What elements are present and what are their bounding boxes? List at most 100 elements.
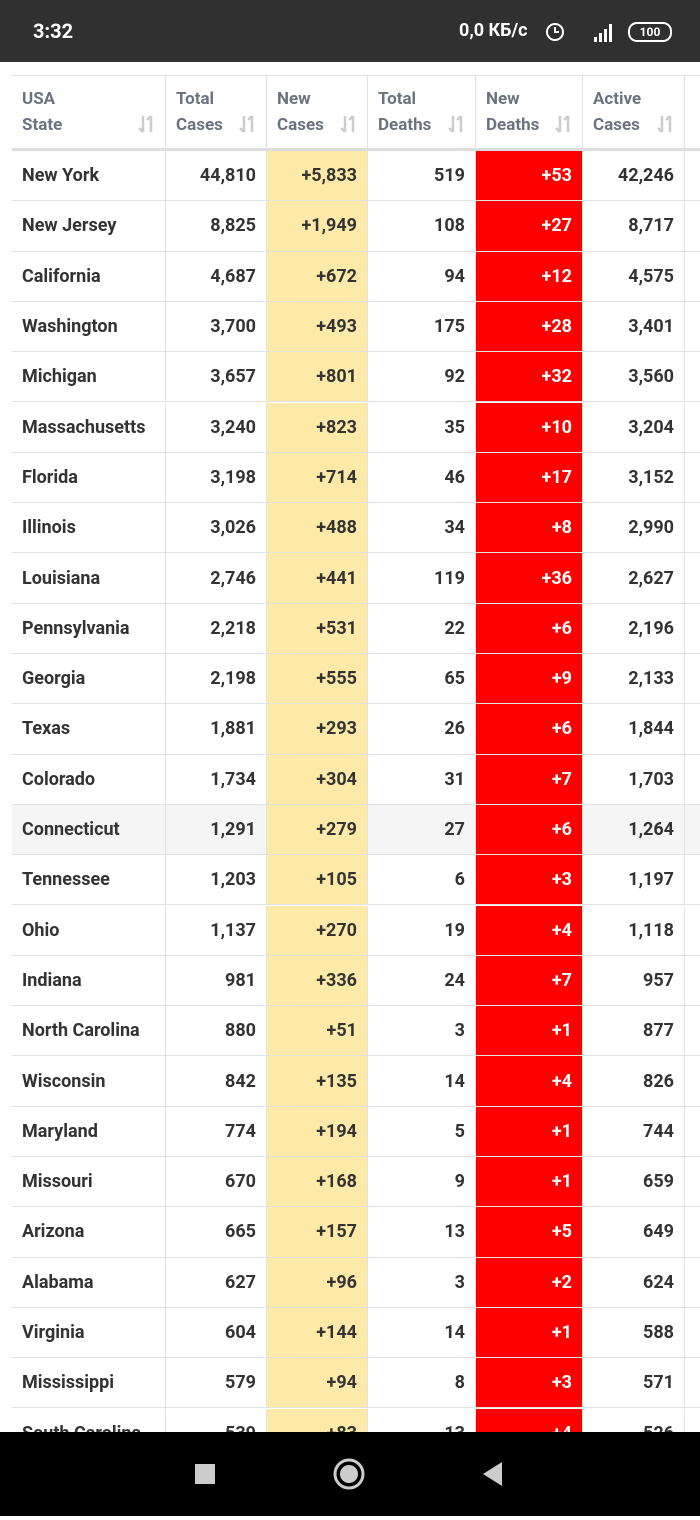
table-cell: Missouri (12, 1157, 166, 1208)
table-cell: +157 (267, 1207, 368, 1258)
back-button[interactable] (483, 1462, 502, 1486)
sort-icon[interactable] (339, 114, 359, 134)
table-cell: 92 (368, 352, 476, 403)
table-cell: 624 (583, 1257, 685, 1308)
table-cell: 957 (583, 955, 685, 1007)
net-speed: 0,0 КБ/с (459, 20, 528, 41)
table-cell: Ohio (12, 905, 166, 956)
table-cell (685, 453, 700, 504)
table-cell: 3 (368, 1006, 476, 1057)
table-cell: 649 (583, 1207, 685, 1258)
column-header[interactable]: New Cases (267, 75, 368, 151)
table-cell: +135 (267, 1056, 368, 1107)
table-cell: 14 (368, 1056, 476, 1107)
table-cell: 34 (368, 503, 476, 554)
sort-icon[interactable] (656, 114, 676, 134)
column-header[interactable]: New Deaths (476, 75, 583, 151)
nav-icons (195, 1458, 502, 1490)
table-cell: 3,700 (166, 301, 267, 353)
table-cell: +1 (476, 1307, 583, 1359)
table-cell (685, 1207, 700, 1258)
table-cell: 1,734 (166, 754, 267, 805)
sort-icon[interactable] (447, 114, 467, 134)
table-cell (685, 252, 700, 302)
table-cell: +672 (267, 251, 368, 302)
column-header[interactable]: USA State (12, 75, 166, 151)
table-cell: 774 (166, 1106, 267, 1157)
table-cell: +5 (476, 1207, 583, 1258)
table-cell: 3,240 (166, 402, 267, 453)
table-cell: +5,833 (267, 151, 368, 202)
table-cell (685, 855, 700, 906)
column-header[interactable]: Active Cases (583, 75, 685, 151)
column-header (685, 75, 700, 151)
table-cell (685, 352, 700, 403)
table-cell: 2,133 (583, 654, 685, 705)
table-cell: +801 (267, 352, 368, 403)
sort-icon[interactable] (554, 114, 574, 134)
table-cell: +3 (476, 855, 583, 906)
table-cell (685, 1006, 700, 1057)
column-header[interactable]: Total Deaths (368, 75, 476, 151)
table-cell: 579 (166, 1358, 267, 1409)
table-cell: 13 (368, 1408, 476, 1432)
table-cell: +6 (476, 804, 583, 856)
table-cell: 744 (583, 1106, 685, 1157)
table-cell: 2,627 (583, 553, 685, 604)
table-cell: New York (12, 151, 166, 202)
table-cell: +105 (267, 855, 368, 906)
table-cell: 1,197 (583, 855, 685, 906)
table-cell: +304 (267, 754, 368, 805)
table-cell: 571 (583, 1358, 685, 1409)
table-cell: 6 (368, 855, 476, 906)
table-cell (685, 1409, 700, 1433)
table-cell: 627 (166, 1257, 267, 1308)
table-cell: 604 (166, 1307, 267, 1359)
table-cell: 27 (368, 804, 476, 856)
table-cell (685, 804, 700, 856)
table-cell: 880 (166, 1006, 267, 1057)
table-cell: 1,703 (583, 754, 685, 805)
sort-icon[interactable] (137, 114, 157, 134)
table-cell: +94 (267, 1358, 368, 1409)
table-cell: 3,657 (166, 352, 267, 403)
table-cell: 1,203 (166, 855, 267, 906)
table-cell: Arizona (12, 1207, 166, 1258)
table-cell (685, 604, 700, 654)
home-button[interactable] (333, 1458, 365, 1490)
table-cell: 4,575 (583, 251, 685, 302)
table-cell: 44,810 (166, 151, 267, 202)
table-cell: North Carolina (12, 1006, 166, 1057)
table-cell: 46 (368, 452, 476, 504)
recents-button[interactable] (195, 1464, 215, 1484)
table: USA State Total Cases New Cases Total Death… (0, 62, 700, 1432)
nav-bar (0, 1432, 700, 1516)
table-cell: 175 (368, 301, 476, 353)
table-cell: +36 (476, 553, 583, 604)
header-text: Active Cases (593, 89, 642, 135)
table-cell: +336 (267, 955, 368, 1007)
table-cell: 3 (368, 1257, 476, 1308)
column-header[interactable]: Total Cases (166, 75, 267, 151)
table-cell: +4 (476, 1408, 583, 1432)
table-cell: Wisconsin (12, 1056, 166, 1107)
table-cell: 24 (368, 955, 476, 1007)
table-cell: +4 (476, 1056, 583, 1107)
table-cell: +32 (476, 352, 583, 403)
table-cell: 4,687 (166, 251, 267, 302)
table-cell: 1,264 (583, 804, 685, 856)
table-cell: 3,204 (583, 402, 685, 453)
table-cell: +4 (476, 905, 583, 956)
table-cell: +53 (476, 151, 583, 202)
sort-icon[interactable] (238, 114, 258, 134)
table-cell: 3,152 (583, 452, 685, 504)
table-cell: +3 (476, 1358, 583, 1409)
table-cell: +441 (267, 553, 368, 604)
table-cell (685, 503, 700, 554)
table-cell: 519 (368, 151, 476, 202)
table-cell: Maryland (12, 1106, 166, 1157)
time: 3:32 (33, 19, 74, 43)
table-cell: +6 (476, 603, 583, 654)
table-cell: +293 (267, 704, 368, 755)
